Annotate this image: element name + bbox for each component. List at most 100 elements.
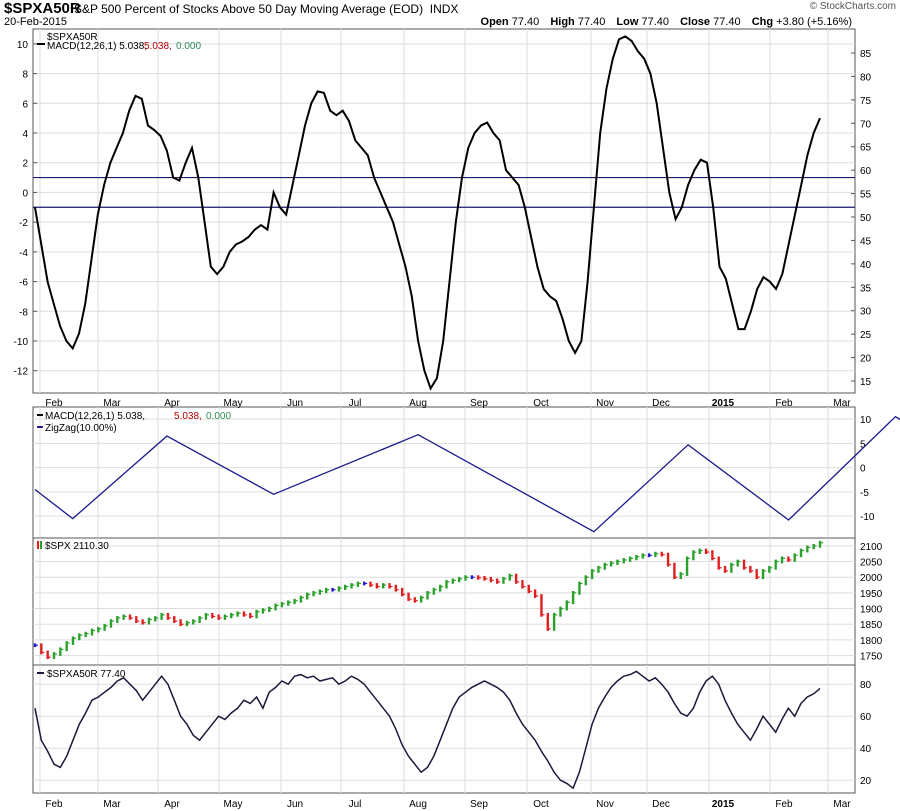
main-left-tick-label: -12 [14,367,29,378]
main-left-tick-label: 2 [22,159,28,170]
main-left-tick-label: -10 [14,337,29,348]
zigzag-legend-zz: ZigZag(10.00%) [45,423,117,434]
main-right-tick-label: 75 [860,96,872,107]
main-legend-symbol: $SPXA50R [47,32,98,43]
main-right-tick-label: 45 [860,236,872,247]
price-panel-frame [32,537,856,666]
main-left-tick-label: -4 [19,248,28,259]
indicator-right-tick-label: 80 [860,680,872,691]
x-axis-label-top: Apr [164,398,180,409]
price-legend-label: $SPX 2110.30 [45,541,109,552]
main-left-tick-label: -2 [19,218,28,229]
zigzag-legend-hist: 0.000 [206,411,231,422]
zigzag-legend-swatch [37,414,43,416]
price-right-tick-label: 1800 [860,636,883,647]
price-right-tick-label: 1750 [860,652,883,663]
x-axis-label-bottom: Mar [103,799,121,810]
main-panel-frame [32,28,856,394]
indicator-legend-label: $SPXA50R 77.40 [47,669,126,680]
zigzag-legend-signal: 5.038, [174,411,202,422]
x-axis-label-top: 2015 [712,398,735,409]
price-right-tick-label: 2100 [860,542,883,553]
zigzag-right-tick-label: 10 [860,415,872,426]
main-legend-signal: 5.038, [144,41,172,52]
zigzag-panel-frame [32,406,856,539]
x-axis-label-top: Oct [533,398,549,409]
x-axis-label-bottom: Apr [164,799,180,810]
x-axis-label-bottom: Jun [287,799,303,810]
high-label: High [550,16,575,28]
price-right-tick-label: 2050 [860,558,883,569]
price-right-tick-label: 1900 [860,605,883,616]
chg-value: +3.80 (+5.16%) [776,16,852,28]
main-left-tick-label: 10 [17,40,29,51]
main-left-tick-label: -6 [19,278,28,289]
x-axis-label-bottom: Mar [833,799,851,810]
main-right-tick-label: 55 [860,190,872,201]
price-right-tick-label: 2000 [860,573,883,584]
main-right-tick-label: 60 [860,166,872,177]
main-legend-hist: 0.000 [176,41,201,52]
x-axis-label-bottom: Feb [45,799,63,810]
chg-label: Chg [751,16,774,28]
main-left-tick-label: 0 [22,188,28,199]
indicator-series-line [34,670,821,790]
open-value: 77.40 [511,16,540,28]
x-axis-label-top: Jun [287,398,303,409]
indicator-right-tick-label: 20 [860,776,872,787]
chart-title: S&P 500 Percent of Stocks Above 50 Day M… [74,2,458,16]
x-axis-label-bottom: Nov [596,799,614,810]
x-axis-label-top: Dec [652,398,670,409]
main-right-tick-label: 70 [860,119,872,130]
close-value: 77.40 [713,16,741,28]
zigzag-right-tick-label: -10 [860,512,875,523]
price-right-tick-label: 1950 [860,589,883,600]
zigzag-right-tick-label: 0 [860,464,866,475]
watermark: © StockCharts.com [809,1,896,12]
low-value: 77.40 [641,16,670,28]
x-axis-label-top: Mar [833,398,851,409]
indicator-right-tick-label: 60 [860,712,872,723]
zigzag-series-line [34,415,900,533]
main-right-tick-label: 30 [860,307,872,318]
ohlc-readout: Open 77.40 High 77.40 Low 77.40 Close 77… [481,16,852,28]
chart-symbol: $SPXA50R [4,0,81,17]
main-right-tick-label: 25 [860,330,872,341]
main-right-tick-label: 65 [860,143,872,154]
main-right-tick-label: 15 [860,377,872,388]
x-axis-label-top: Nov [596,398,614,409]
indicator-panel-frame [32,664,856,794]
x-axis-label-top: Sep [470,398,488,409]
main-left-tick-label: 8 [22,70,28,81]
x-axis-label-top: Feb [45,398,63,409]
main-right-tick-label: 20 [860,354,872,365]
zigzag-legend-macd: MACD(12,26,1) 5.038, [45,411,145,422]
main-right-tick-label: 80 [860,72,872,83]
chart-date: 20-Feb-2015 [4,16,67,28]
x-axis-label-bottom: 2015 [712,799,735,810]
chart-title-text: S&P 500 Percent of Stocks Above 50 Day M… [74,2,424,16]
indicator-right-tick-label: 40 [860,744,872,755]
main-right-tick-label: 85 [860,49,872,60]
x-axis-label-top: Mar [103,398,121,409]
close-label: Close [680,16,711,28]
zigzag-right-tick-label: 5 [860,439,866,450]
x-axis-label-bottom: Oct [533,799,549,810]
main-right-tick-label: 35 [860,283,872,294]
main-left-tick-label: 4 [22,129,28,140]
zigzag-right-tick-label: -5 [860,488,869,499]
price-legend-swatch [37,541,39,549]
x-axis-label-top: May [224,398,243,409]
macd-series-line [34,35,821,391]
x-axis-label-bottom: Jul [349,799,362,810]
main-left-tick-label: 6 [22,99,28,110]
x-axis-label-top: Aug [409,398,427,409]
main-right-tick-label: 50 [860,213,872,224]
zigzag-legend-swatch-2 [37,426,43,428]
main-legend-swatch [37,43,45,45]
x-axis-label-bottom: Aug [409,799,427,810]
exchange-label: INDX [429,2,459,16]
main-right-tick-label: 40 [860,260,872,271]
x-axis-label-bottom: Feb [775,799,793,810]
